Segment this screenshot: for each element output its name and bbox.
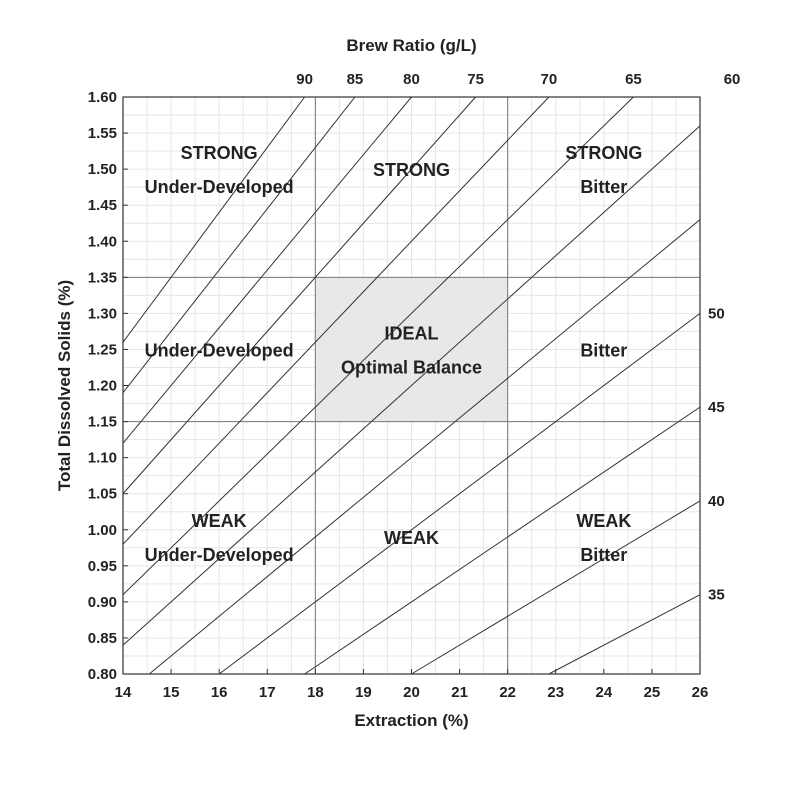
zone-label: Optimal Balance [341, 357, 482, 377]
x-tick-label: 20 [403, 684, 420, 701]
y-tick-label: 1.25 [88, 341, 117, 358]
zone-label: WEAK [192, 511, 247, 531]
y-tick-label: 0.95 [88, 558, 117, 575]
y-tick-label: 1.05 [88, 486, 117, 503]
x-tick-label: 19 [355, 684, 372, 701]
brew-ratio-label-40: 40 [708, 493, 725, 510]
y-tick-label: 1.20 [88, 378, 117, 395]
brew-ratio-line-90 [122, 96, 306, 343]
y-tick-label: 0.80 [88, 666, 117, 683]
zone-label: Bitter [580, 545, 627, 565]
zone-label: Under-Developed [145, 340, 294, 360]
zone-label: STRONG [181, 143, 258, 163]
brew-ratio-line-45 [304, 406, 701, 675]
zone-label: STRONG [373, 160, 450, 180]
zone-label: Under-Developed [145, 177, 294, 197]
brew-ratio-line-40 [411, 500, 701, 675]
x-tick-label: 24 [595, 684, 612, 701]
y-tick-label: 1.45 [88, 197, 117, 214]
y-axis-title: Total Dissolved Solids (%) [55, 280, 74, 491]
x-tick-label: 21 [451, 684, 468, 701]
y-tick-label: 0.85 [88, 630, 117, 647]
x-tick-label: 26 [692, 684, 709, 701]
brew-ratio-line-85 [122, 96, 356, 394]
zone-labels: STRONG Under-Developed STRONG STRONG Bitter U… [145, 143, 643, 565]
x-tick-label: 25 [644, 684, 661, 701]
x-tick-label: 22 [499, 684, 516, 701]
x-tick-label: 17 [259, 684, 276, 701]
zone-label: Bitter [580, 340, 627, 360]
zone-label: IDEAL [385, 323, 439, 343]
brew-ratio-line-35 [548, 594, 701, 675]
y-tick-label: 1.40 [88, 233, 117, 250]
y-tick-label: 0.90 [88, 594, 117, 611]
brew-ratio-line-50 [218, 312, 701, 675]
brew-ratio-label-85: 85 [347, 71, 364, 88]
y-axis-ticks: 0.80 0.85 0.90 0.95 1.00 1.05 1.10 1.15 1.20 1.25… [88, 89, 128, 683]
brew-ratio-label-70: 70 [541, 71, 558, 88]
zone-label: WEAK [576, 511, 631, 531]
zone-label: STRONG [565, 143, 642, 163]
brew-ratio-label-50: 50 [708, 305, 725, 322]
x-tick-label: 14 [115, 684, 132, 701]
y-tick-label: 1.35 [88, 269, 117, 286]
y-tick-label: 1.00 [88, 522, 117, 539]
y-tick-label: 1.60 [88, 89, 117, 106]
brew-ratio-line-60 [122, 125, 701, 646]
ideal-region [315, 277, 508, 422]
y-tick-label: 1.55 [88, 125, 117, 142]
x-tick-label: 23 [547, 684, 564, 701]
brew-ratio-label-90: 90 [296, 71, 313, 88]
brew-ratio-labels: 908580757065605550454035 [296, 71, 741, 604]
region-boundaries [123, 97, 700, 674]
brew-ratio-label-45: 45 [708, 399, 725, 416]
x-tick-label: 15 [163, 684, 180, 701]
brew-ratio-label-65: 65 [625, 71, 642, 88]
brew-ratio-lines [122, 96, 701, 675]
y-tick-label: 1.30 [88, 305, 117, 322]
brew-ratio-line-55 [148, 219, 701, 675]
x-tick-label: 16 [211, 684, 228, 701]
x-axis-ticks: 14 15 16 17 18 19 20 21 22 23 24 25 26 [115, 669, 709, 701]
brew-ratio-line-70 [122, 96, 550, 545]
top-axis-title: Brew Ratio (g/L) [346, 36, 476, 55]
zone-label: Under-Developed [145, 545, 294, 565]
brew-ratio-line-75 [122, 96, 476, 495]
y-tick-label: 1.50 [88, 161, 117, 178]
brew-ratio-label-80: 80 [403, 71, 420, 88]
y-tick-label: 1.10 [88, 450, 117, 467]
zone-label: Bitter [580, 177, 627, 197]
zone-label: WEAK [384, 528, 439, 548]
brew-ratio-label-60: 60 [724, 71, 741, 88]
x-axis-title: Extraction (%) [354, 711, 468, 730]
brew-ratio-label-75: 75 [467, 71, 484, 88]
brew-ratio-label-35: 35 [708, 587, 725, 604]
brew-ratio-line-80 [122, 96, 412, 444]
y-tick-label: 1.15 [88, 414, 117, 431]
brew-ratio-line-65 [122, 96, 634, 596]
x-tick-label: 18 [307, 684, 324, 701]
